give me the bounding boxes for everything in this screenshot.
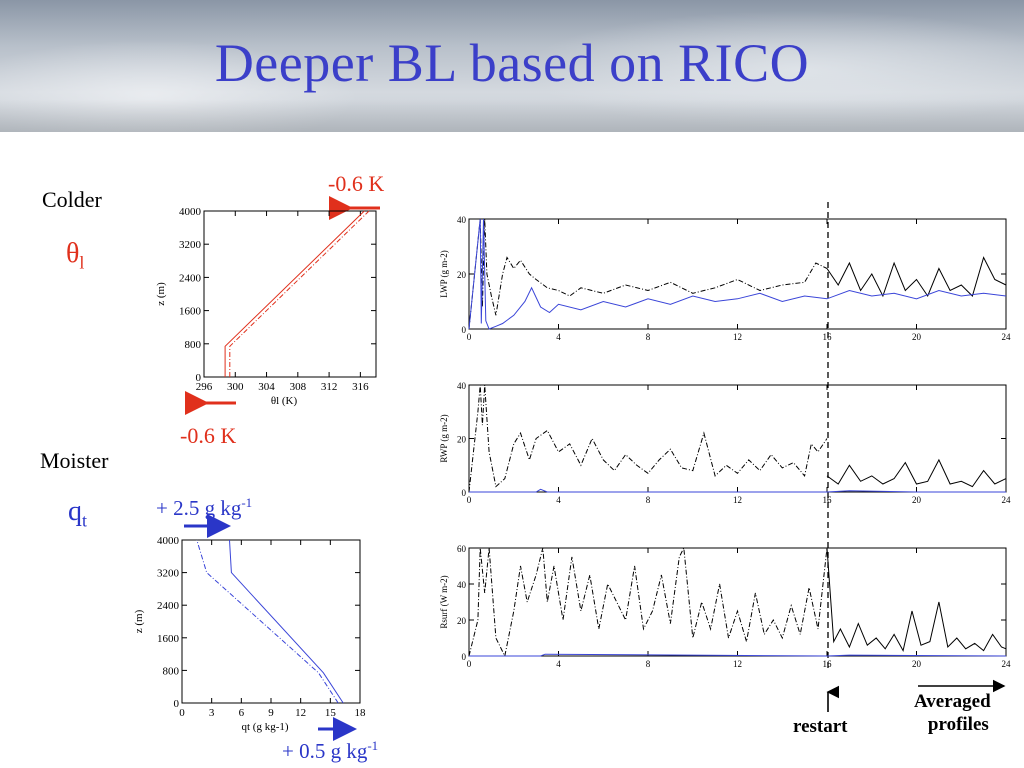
qt_profile-ytick-label: 2400 bbox=[157, 600, 180, 612]
qt_profile-xtick-label: 3 bbox=[209, 707, 215, 719]
theta_profile-series-1 bbox=[229, 210, 370, 377]
rsurf-frame bbox=[468, 547, 1007, 657]
theta_profile-xtick-label: 300 bbox=[227, 381, 244, 393]
lwp-series-1 bbox=[826, 256, 1007, 298]
qt_profile-frame bbox=[181, 539, 361, 704]
theta_profile-xtick-label: 308 bbox=[290, 381, 307, 393]
qt_profile-xlabel: qt (g kg-1) bbox=[241, 721, 288, 733]
theta_profile-ytick-label: 4000 bbox=[179, 206, 202, 218]
qt_profile-ytick-label: 4000 bbox=[157, 535, 180, 547]
moister-label: Moister bbox=[40, 448, 109, 473]
theta_profile-xtick-label: 316 bbox=[352, 381, 369, 393]
lwp-xtick-label: 12 bbox=[733, 332, 742, 342]
lwp-xtick-label: 8 bbox=[646, 332, 651, 342]
rwp-ytick-label: 20 bbox=[457, 435, 467, 445]
lwp-xtick-label: 0 bbox=[467, 332, 472, 342]
rsurf-series-0 bbox=[468, 546, 828, 658]
rwp-xtick-label: 16 bbox=[823, 495, 833, 505]
slide-title: Deeper BL based on RICO bbox=[214, 33, 810, 93]
lwp-xtick-label: 24 bbox=[1002, 332, 1012, 342]
rwp-ytick-label: 40 bbox=[457, 381, 467, 391]
qt_profile-series-1 bbox=[196, 539, 339, 704]
theta_profile-frame bbox=[203, 210, 377, 378]
lwp-series-2 bbox=[468, 218, 1007, 330]
qt_profile-xtick-label: 18 bbox=[355, 707, 367, 719]
rwp-series-2 bbox=[469, 488, 1006, 493]
rsurf-xtick-label: 16 bbox=[823, 659, 833, 669]
rsurf-ytick-label: 40 bbox=[457, 580, 467, 590]
qt_profile-xtick-label: 0 bbox=[179, 707, 185, 719]
rsurf-xtick-label: 0 bbox=[467, 659, 472, 669]
qt_profile-xtick-label: 6 bbox=[239, 707, 245, 719]
rwp-xtick-label: 8 bbox=[646, 495, 651, 505]
q-bottom-change-label: + 0.5 g kg-1 bbox=[282, 738, 379, 763]
rwp-series-0 bbox=[468, 384, 828, 493]
q-symbol: qt bbox=[68, 496, 88, 531]
theta_profile-ylabel: z (m) bbox=[155, 282, 167, 306]
rsurf-ytick-label: 20 bbox=[457, 616, 467, 626]
qt_profile-ytick-label: 0 bbox=[174, 698, 180, 710]
theta_profile-xtick-label: 312 bbox=[321, 381, 338, 393]
rsurf-xtick-label: 8 bbox=[646, 659, 651, 669]
theta-bottom-change-label: -0.6 K bbox=[180, 423, 237, 448]
qt_profile-xtick-label: 9 bbox=[268, 707, 274, 719]
rwp-ylabel: RWP (g m-2) bbox=[439, 414, 449, 462]
qt_profile-xtick-label: 12 bbox=[295, 707, 306, 719]
theta-top-change-label: -0.6 K bbox=[328, 171, 385, 196]
theta_profile-ytick-label: 3200 bbox=[179, 239, 202, 251]
rwp-series-1 bbox=[826, 458, 1007, 488]
averaged-profiles-label: Averaged profiles bbox=[914, 691, 991, 735]
rsurf-ylabel: Rsurf (W m-2) bbox=[439, 575, 449, 628]
qt_profile-series-0 bbox=[229, 539, 344, 704]
theta_profile-ytick-label: 1600 bbox=[179, 306, 202, 318]
colder-label: Colder bbox=[42, 187, 102, 212]
lwp-ytick-label: 0 bbox=[462, 325, 467, 335]
qt_profile-ytick-label: 1600 bbox=[157, 633, 180, 645]
rsurf-series-2 bbox=[469, 653, 1007, 657]
qt_profile-ytick-label: 3200 bbox=[157, 568, 180, 580]
rsurf-xtick-label: 12 bbox=[733, 659, 742, 669]
theta_profile-ytick-label: 2400 bbox=[179, 272, 202, 284]
rwp-xtick-label: 4 bbox=[556, 495, 561, 505]
theta_profile-xtick-label: 296 bbox=[196, 381, 213, 393]
restart-label: restart bbox=[793, 716, 848, 737]
lwp-ytick-label: 40 bbox=[457, 215, 467, 225]
rwp-xtick-label: 24 bbox=[1002, 495, 1012, 505]
rwp-xtick-label: 0 bbox=[467, 495, 472, 505]
rsurf-ytick-label: 0 bbox=[462, 652, 467, 662]
theta_profile-ytick-label: 0 bbox=[196, 372, 202, 384]
rsurf-ytick-label: 60 bbox=[457, 544, 467, 554]
lwp-ylabel: LWP (g m-2) bbox=[439, 250, 449, 298]
lwp-series-0 bbox=[468, 218, 828, 330]
qt_profile-ytick-label: 800 bbox=[163, 665, 180, 677]
rsurf-xtick-label: 24 bbox=[1002, 659, 1012, 669]
rwp-xtick-label: 20 bbox=[912, 495, 922, 505]
rsurf-xtick-label: 4 bbox=[556, 659, 561, 669]
rwp-ytick-label: 0 bbox=[462, 488, 467, 498]
qt_profile-xtick-label: 15 bbox=[325, 707, 337, 719]
rwp-frame bbox=[468, 384, 1007, 493]
rsurf-series-1 bbox=[826, 547, 1007, 652]
theta-symbol: θl bbox=[66, 238, 85, 273]
theta_profile-xtick-label: 304 bbox=[258, 381, 275, 393]
theta_profile-ytick-label: 800 bbox=[185, 339, 202, 351]
lwp-xtick-label: 16 bbox=[823, 332, 833, 342]
theta_profile-series-0 bbox=[224, 210, 365, 377]
theta_profile-xlabel: θl (K) bbox=[271, 395, 298, 407]
lwp-xtick-label: 20 bbox=[912, 332, 922, 342]
rsurf-xtick-label: 20 bbox=[912, 659, 922, 669]
lwp-ytick-label: 20 bbox=[457, 270, 467, 280]
qt_profile-ylabel: z (m) bbox=[133, 609, 145, 633]
rwp-xtick-label: 12 bbox=[733, 495, 742, 505]
lwp-xtick-label: 4 bbox=[556, 332, 561, 342]
title-banner: Deeper BL based on RICO bbox=[0, 0, 1024, 132]
